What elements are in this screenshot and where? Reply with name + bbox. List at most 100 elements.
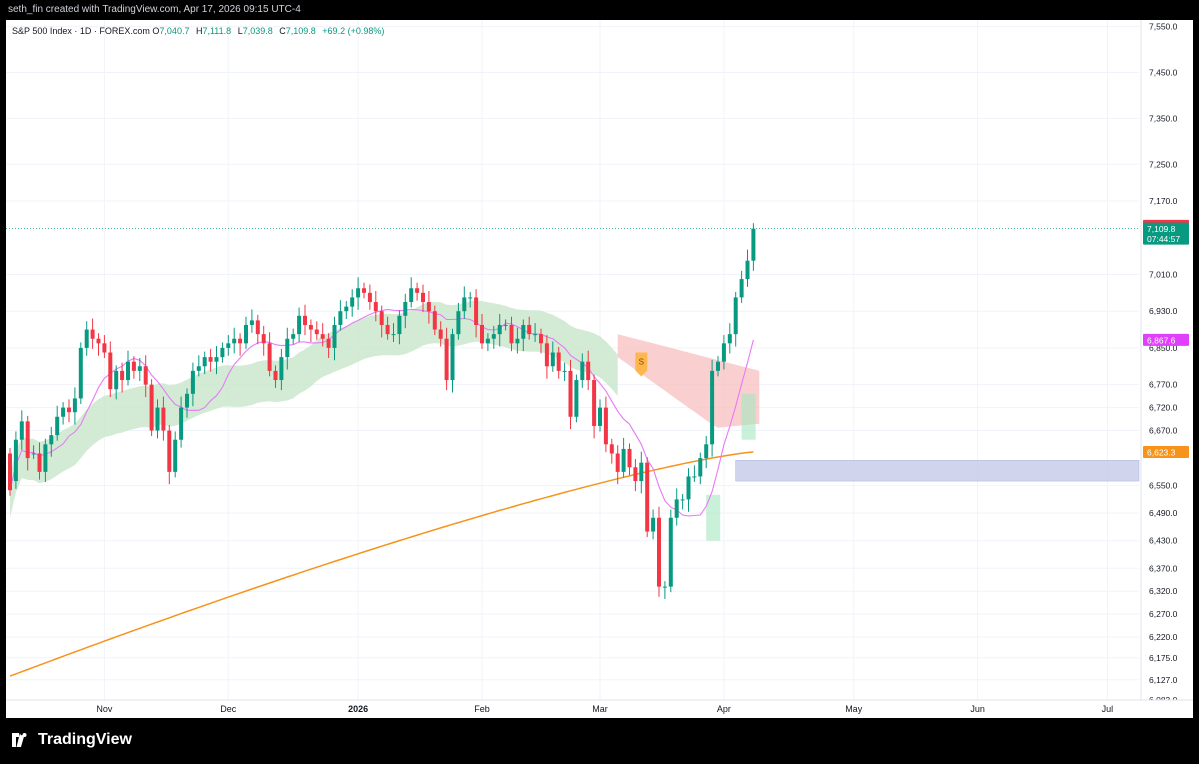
candle-body	[497, 324, 502, 335]
candlestick-chart[interactable]: S 7,550.0 7,450.0 7,350.0 7,250.0 7,170.0 7,01…	[6, 20, 1193, 718]
candle-body	[161, 407, 166, 431]
price-tick-label: 7,010.0	[1149, 269, 1178, 279]
candle-body	[338, 311, 343, 325]
candle-body	[379, 311, 384, 325]
candle-body	[297, 315, 302, 335]
change-value: +69.2 (+0.98%)	[322, 26, 385, 36]
candle-body	[102, 343, 107, 353]
candle-body	[261, 334, 266, 344]
candle-body	[8, 453, 12, 491]
candle-body	[249, 320, 254, 325]
ema-200-line	[9, 451, 754, 677]
candle-body	[704, 444, 709, 459]
candle-body	[721, 343, 726, 362]
candle-body	[67, 407, 71, 413]
candle-body	[356, 288, 361, 298]
price-tick-label: 6,220.0	[1149, 632, 1178, 642]
time-tick-label: Apr	[717, 704, 731, 714]
candle-body	[621, 448, 626, 472]
candle-body	[367, 292, 372, 303]
attribution-bar: seth_fin created with TradingView.com, A…	[0, 0, 1199, 20]
candle-body	[220, 347, 225, 358]
candle-body	[114, 370, 119, 390]
low-value: 7,039.8	[242, 26, 273, 36]
chart-area[interactable]: S 7,550.0 7,450.0 7,350.0 7,250.0 7,170.0 7,01…	[6, 20, 1193, 718]
candle-body	[373, 302, 378, 312]
candle-body	[409, 288, 414, 303]
price-badge-label: 6,623.3	[1147, 447, 1176, 457]
candle-body	[633, 467, 638, 482]
candle-body	[37, 453, 42, 472]
candle-body	[751, 228, 756, 261]
candle-body	[61, 407, 66, 417]
candle-body	[680, 499, 685, 501]
candle-body	[13, 439, 18, 482]
signal-box-buy-2	[741, 393, 756, 440]
price-tick-label: 6,770.0	[1149, 380, 1178, 390]
candle-body	[503, 324, 508, 326]
price-tick-label: 7,450.0	[1149, 67, 1178, 77]
time-tick-label: May	[845, 704, 863, 714]
candle-body	[196, 366, 201, 371]
candle-body	[255, 320, 260, 335]
candle-body	[450, 334, 455, 381]
price-axis	[1141, 20, 1193, 718]
price-tick-label: 7,170.0	[1149, 196, 1178, 206]
candle-body	[291, 334, 296, 339]
last-price-label: 7,109.8	[1147, 224, 1176, 234]
candle-body	[273, 370, 278, 381]
candle-body	[421, 292, 425, 303]
price-tick-label: 7,550.0	[1149, 22, 1178, 32]
symbol-legend: S&P 500 Index · 1D · FOREX.com O7,040.7 …	[12, 26, 388, 36]
time-axis	[6, 700, 1193, 718]
candle-body	[137, 366, 142, 371]
candle-body	[131, 361, 136, 371]
tradingview-brand[interactable]: TradingView	[10, 731, 132, 749]
high-value: 7,111.8	[202, 26, 232, 36]
candle-body	[733, 297, 738, 335]
high-label: H	[195, 26, 203, 36]
candle-body	[126, 361, 130, 381]
candle-body	[574, 380, 579, 417]
candle-body	[267, 343, 272, 371]
candle-body	[190, 370, 195, 394]
candle-body	[568, 370, 573, 417]
price-tick-label: 6,490.0	[1149, 508, 1178, 518]
open-value: 7,040.7	[159, 26, 190, 36]
candle-body	[686, 476, 691, 500]
symbol-name: S&P 500 Index · 1D · FOREX.com	[12, 26, 150, 36]
candle-body	[745, 260, 750, 280]
candle-body	[326, 338, 331, 348]
candle-body	[179, 407, 184, 440]
trend-ribbon-bullish	[10, 300, 618, 518]
candle-body	[674, 499, 679, 518]
candle-body	[202, 357, 207, 367]
price-tick-label: 6,127.0	[1149, 675, 1178, 685]
candle-body	[474, 297, 479, 325]
candle-body	[238, 338, 243, 344]
price-badge	[1143, 333, 1189, 346]
price-tick-label: 6,430.0	[1149, 536, 1178, 546]
candle-body	[314, 329, 319, 335]
candle-body	[432, 311, 437, 330]
close-value: 7,109.8	[285, 26, 316, 36]
candle-body	[444, 338, 449, 381]
candle-body	[391, 334, 396, 336]
candle-body	[739, 279, 744, 298]
candle-body	[55, 416, 60, 436]
candle-body	[716, 361, 720, 371]
candle-body	[456, 311, 461, 335]
candle-body	[173, 439, 178, 472]
candle-body	[403, 302, 408, 316]
candle-body	[344, 306, 349, 312]
trend-ribbon-bearish	[617, 334, 760, 428]
close-label: C	[279, 26, 286, 36]
sell-signal-marker	[635, 352, 648, 377]
candle-body	[544, 343, 549, 367]
candle-body	[78, 347, 83, 399]
candle-body	[698, 458, 703, 477]
candle-body	[149, 384, 154, 431]
candle-body	[415, 288, 420, 293]
candle-body	[385, 324, 390, 335]
candle-body	[627, 448, 632, 468]
